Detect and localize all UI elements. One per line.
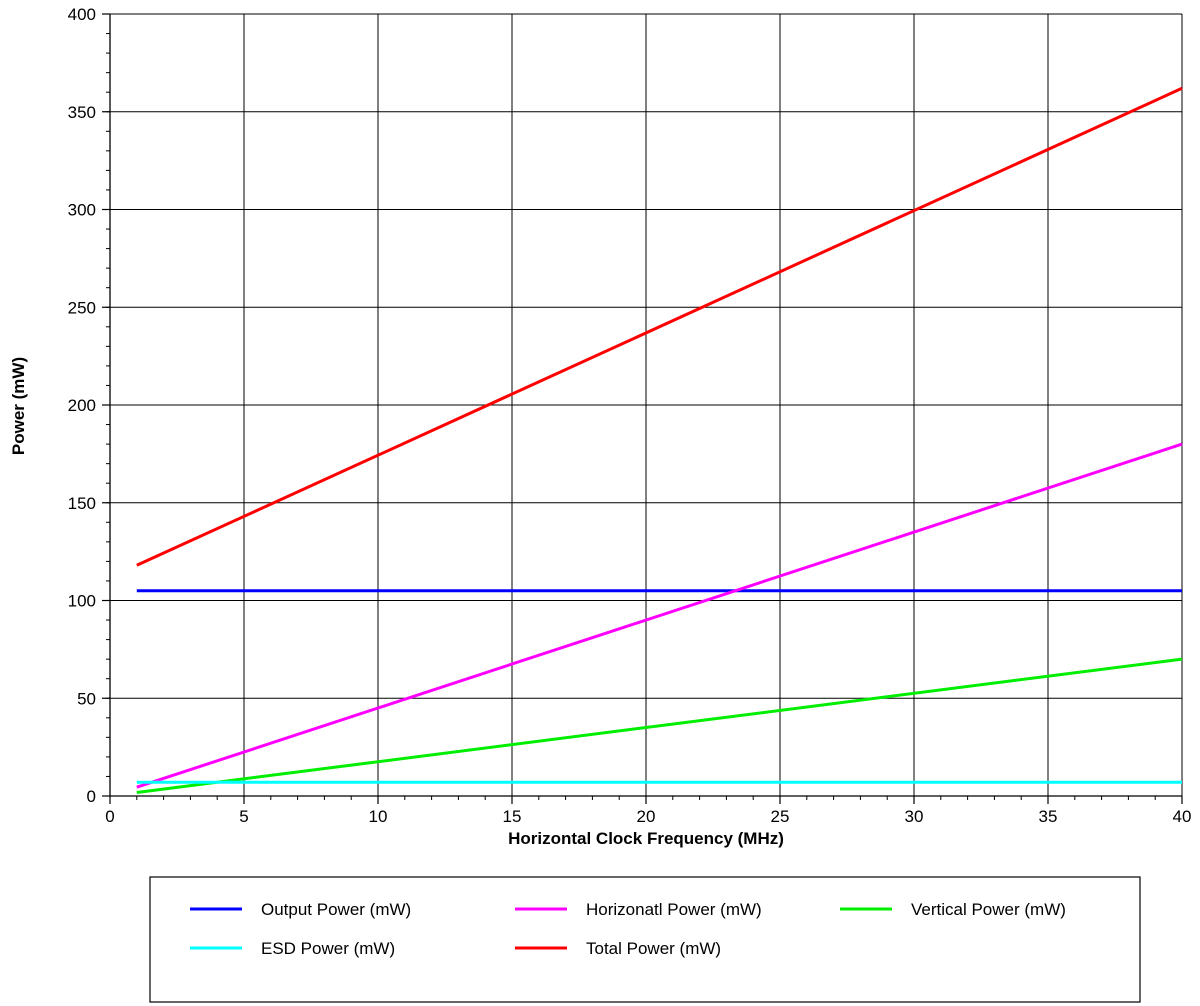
legend-item: Total Power (mW) (515, 939, 721, 958)
series-line-vertical-power-mw (136, 657, 1183, 794)
axes (102, 13, 1183, 804)
y-tick-label: 200 (68, 396, 96, 415)
legend-item: ESD Power (mW) (190, 939, 395, 958)
x-tick-label: 0 (105, 807, 114, 826)
y-tick-label: 250 (68, 298, 96, 317)
y-tick-label: 0 (87, 787, 96, 806)
legend-label: ESD Power (mW) (261, 939, 395, 958)
y-axis-title: Power (mW) (9, 357, 28, 455)
x-tick-label: 5 (239, 807, 248, 826)
legend-label: Horizonatl Power (mW) (586, 900, 762, 919)
y-tick-label: 150 (68, 494, 96, 513)
x-tick-label: 30 (905, 807, 924, 826)
legend: Output Power (mW) Horizonatl Power (mW) Ve… (149, 876, 1141, 1003)
x-tick-label: 25 (771, 807, 790, 826)
legend-label: Output Power (mW) (261, 900, 411, 919)
legend-label: Total Power (mW) (586, 939, 721, 958)
legend-item: Vertical Power (mW) (840, 900, 1066, 919)
x-tick-label: 10 (369, 807, 388, 826)
y-tick-label: 300 (68, 201, 96, 220)
x-tick-label: 15 (503, 807, 522, 826)
legend-label: Vertical Power (mW) (911, 900, 1066, 919)
x-axis-title: Horizontal Clock Frequency (MHz) (508, 829, 784, 848)
legend-item: Output Power (mW) (190, 900, 411, 919)
x-tick-label: 20 (637, 807, 656, 826)
y-tick-label: 100 (68, 592, 96, 611)
series-line-horizonatl-power-mw (136, 442, 1183, 789)
y-tick-label: 350 (68, 103, 96, 122)
x-tick-label: 40 (1173, 807, 1192, 826)
grid (110, 13, 1183, 796)
x-tick-label: 35 (1039, 807, 1058, 826)
series-line-total-power-mw (136, 86, 1183, 567)
y-tick-label: 400 (68, 5, 96, 24)
legend-item: Horizonatl Power (mW) (515, 900, 762, 919)
y-tick-label: 50 (77, 689, 96, 708)
legend-box (149, 876, 1141, 1003)
series-lines (136, 86, 1183, 794)
